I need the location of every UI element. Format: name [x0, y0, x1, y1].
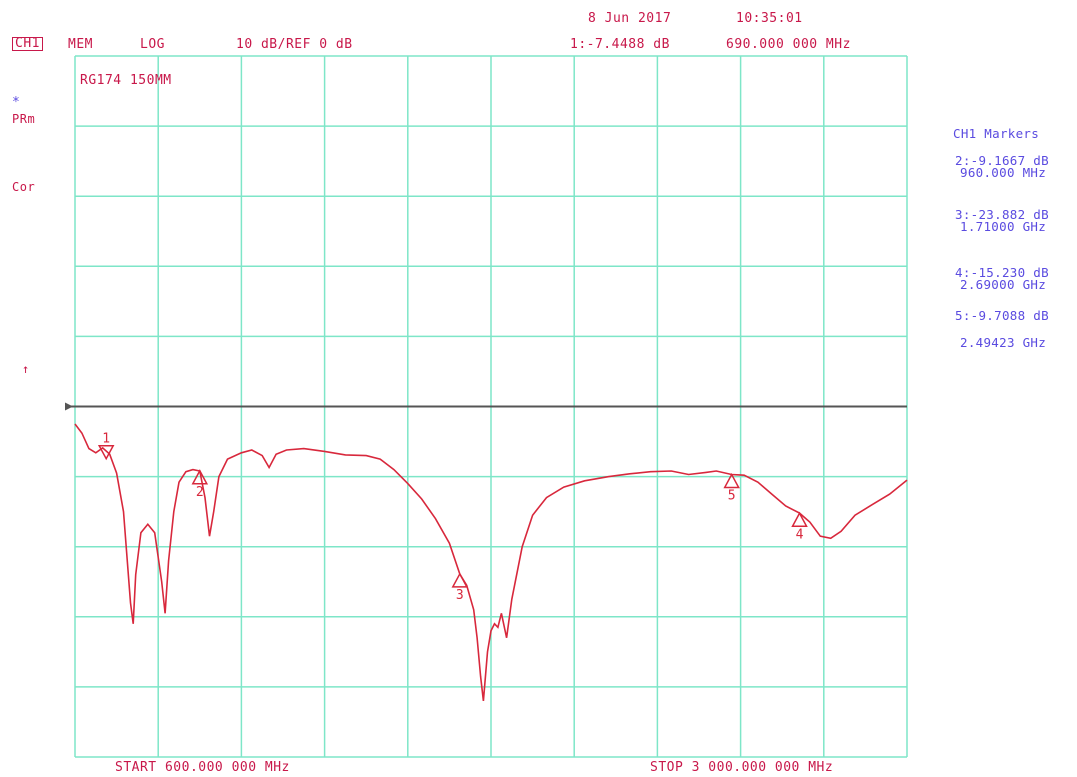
cor-annotation: Cor	[12, 180, 36, 194]
time-label: 10:35:01	[736, 11, 803, 26]
marker-4[interactable]: 4	[791, 511, 808, 542]
marker-triangle-icon	[723, 472, 740, 489]
trace-line	[74, 423, 908, 701]
start-frequency: START 600.000 000 MHz	[115, 760, 290, 775]
active-marker-frequency: 690.000 000 MHz	[726, 37, 851, 52]
format-label: LOG	[140, 37, 165, 52]
marker-label: 1	[102, 432, 110, 447]
channel-badge[interactable]: CH1	[12, 37, 43, 51]
marker-5-frequency: 2.49423 GHz	[960, 335, 1047, 350]
marker-5[interactable]: 5	[723, 472, 740, 504]
marker-label: 2	[196, 485, 204, 500]
marker-2-value: 2:-9.1667 dB	[955, 153, 1049, 168]
mem-label: MEM	[68, 37, 93, 52]
marker-triangle-icon	[191, 469, 209, 485]
marker-4-frequency: 2.69000 GHz	[960, 277, 1047, 292]
marker-label: 4	[796, 527, 804, 542]
marker-triangle-icon	[791, 511, 808, 528]
marker-label: 3	[456, 588, 464, 603]
marker-5-value: 5:-9.7088 dB	[955, 308, 1049, 323]
star-annotation: *	[12, 95, 21, 110]
date-label: 8 Jun 2017	[588, 11, 672, 26]
marker-3-value: 3:-23.882 dB	[955, 207, 1049, 222]
marker-3-frequency: 1.71000 GHz	[960, 219, 1047, 234]
marker-triangle-icon	[97, 444, 115, 461]
active-marker-value: 1:-7.4488 dB	[570, 37, 670, 52]
trace-title: RG174 150MM	[80, 73, 172, 88]
marker-label: 5	[728, 489, 736, 504]
marker-3[interactable]: 3	[451, 572, 469, 603]
reference-marker-icon	[65, 402, 73, 411]
reference-arrow-icon: ↑	[22, 362, 30, 376]
marker-4-value: 4:-15.230 dB	[955, 265, 1049, 280]
markers-panel-title: CH1 Markers	[953, 126, 1040, 141]
marker-2-frequency: 960.000 MHz	[960, 165, 1047, 180]
marker-1[interactable]: 1	[97, 432, 115, 461]
marker-triangle-icon	[451, 572, 469, 588]
stop-frequency: STOP 3 000.000 000 MHz	[650, 760, 834, 775]
marker-2[interactable]: 2	[191, 469, 209, 500]
prm-annotation: PRm	[12, 112, 36, 126]
scale-label: 10 dB/REF 0 dB	[236, 37, 353, 52]
markers-layer: 1 2 3 4 5	[97, 432, 808, 603]
